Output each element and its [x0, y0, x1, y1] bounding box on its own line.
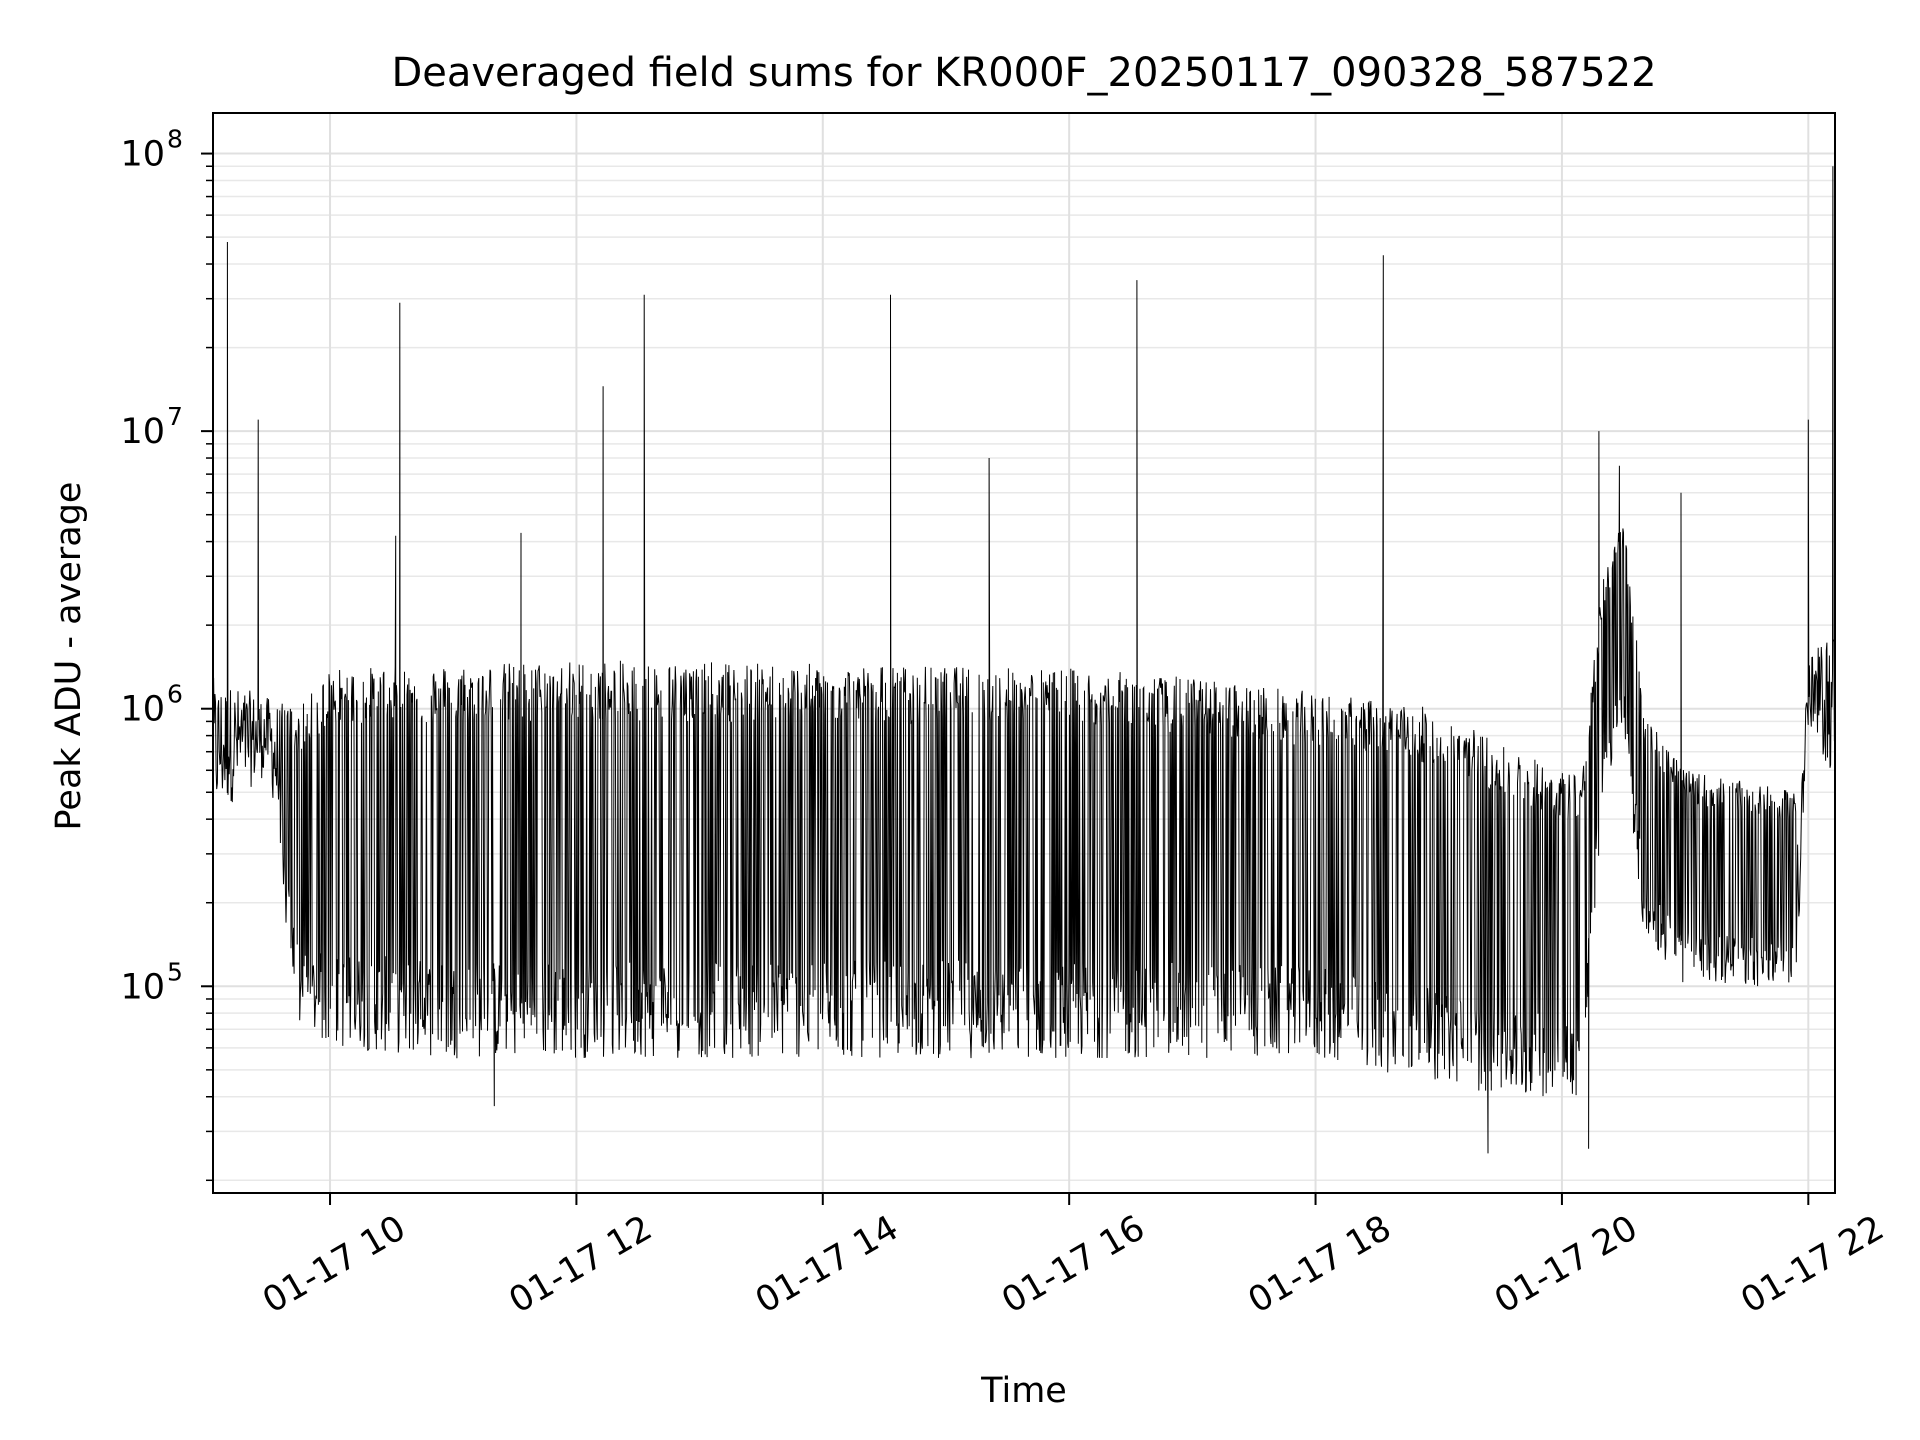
- y-tick-label: 10: [120, 135, 165, 175]
- x-axis-label: Time: [980, 1371, 1067, 1411]
- y-tick-label: 10: [120, 412, 165, 452]
- series-line: [212, 166, 1836, 1154]
- plot-area: [212, 166, 1836, 1154]
- y-tick-label: 10: [120, 967, 165, 1007]
- plot-frame: [212, 112, 1836, 1194]
- y-axis-label: Peak ADU - average: [49, 482, 89, 831]
- chart-title: Deaveraged field sums for KR000F_2025011…: [391, 50, 1656, 96]
- y-tick-exponent: 7: [167, 402, 183, 431]
- y-tick-label: 10: [120, 690, 165, 730]
- y-tick-exponent: 8: [167, 125, 183, 154]
- y-tick-exponent: 6: [167, 680, 183, 709]
- y-tick-exponent: 5: [167, 957, 183, 986]
